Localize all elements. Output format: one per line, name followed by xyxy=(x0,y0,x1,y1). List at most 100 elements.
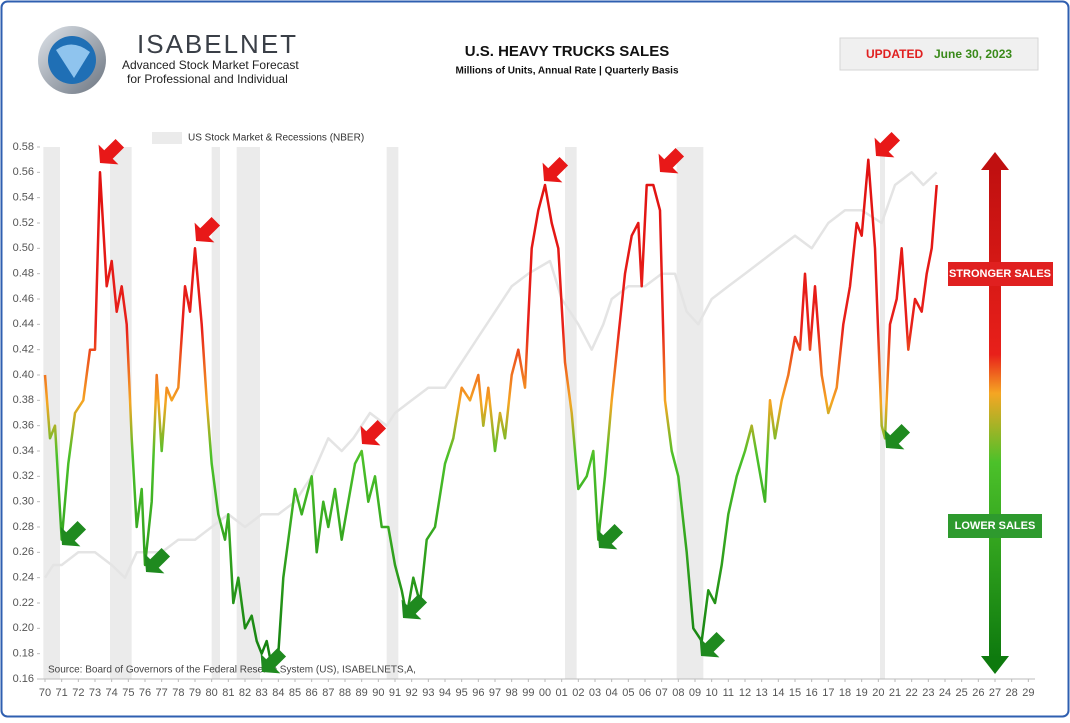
x-tick-label: 03 xyxy=(589,687,601,699)
peak-arrow xyxy=(360,419,387,446)
x-tick-label: 07 xyxy=(656,687,668,699)
y-tick-label: 0.24 xyxy=(13,572,34,584)
x-tick-label: 84 xyxy=(272,687,284,699)
y-tick-label: 0.56 xyxy=(13,166,34,178)
y-tick-label: 0.52 xyxy=(13,217,34,229)
arrow-shape xyxy=(360,419,387,446)
peak-arrow xyxy=(658,147,685,174)
y-tick-label: 0.32 xyxy=(13,470,34,482)
recession-band xyxy=(386,147,399,679)
y-tick-label: 0.30 xyxy=(13,496,34,508)
arrow-shape xyxy=(260,647,287,674)
x-tick-label: 06 xyxy=(639,687,651,699)
arrow-shape xyxy=(98,138,125,165)
trough-arrow xyxy=(597,523,624,550)
chart-title: U.S. HEAVY TRUCKS SALES xyxy=(465,43,669,60)
x-tick-label: 04 xyxy=(606,687,618,699)
x-tick-label: 98 xyxy=(506,687,518,699)
y-tick-label: 0.36 xyxy=(13,420,34,432)
chart-subtitle: Millions of Units, Annual Rate | Quarter… xyxy=(455,66,678,77)
updated-box xyxy=(839,37,1039,71)
x-tick-label: 29 xyxy=(1022,687,1034,699)
x-tick-label: 13 xyxy=(756,687,768,699)
x-tick-label: 02 xyxy=(572,687,584,699)
tagline: for Professional and Individual xyxy=(127,72,288,86)
x-tick-label: 86 xyxy=(306,687,318,699)
x-tick-label: 24 xyxy=(939,687,951,699)
peak-arrow xyxy=(874,131,901,158)
recession-band xyxy=(236,147,260,679)
x-tick-label: 91 xyxy=(389,687,401,699)
recession-band xyxy=(110,147,132,679)
y-tick-label: 0.16 xyxy=(13,673,34,685)
arrow-shape xyxy=(194,216,221,243)
arrow-shape xyxy=(60,520,87,547)
x-tick-label: 09 xyxy=(689,687,701,699)
arrow-shape xyxy=(699,631,726,658)
arrow-shape xyxy=(874,131,901,158)
trough-arrow xyxy=(884,423,911,450)
x-tick-label: 80 xyxy=(206,687,218,699)
trough-arrow xyxy=(401,593,428,620)
x-tick-label: 14 xyxy=(772,687,784,699)
trough-arrow xyxy=(260,647,287,674)
x-tick-label: 88 xyxy=(339,687,351,699)
legend-swatch xyxy=(152,132,182,144)
peak-arrow xyxy=(194,216,221,243)
x-tick-label: 94 xyxy=(439,687,451,699)
x-tick-label: 00 xyxy=(539,687,551,699)
x-tick-label: 78 xyxy=(172,687,184,699)
brand: ISABELNET xyxy=(137,29,298,59)
x-tick-label: 73 xyxy=(89,687,101,699)
y-tick-label: 0.28 xyxy=(13,521,34,533)
source: Source: Board of Governors of the Federa… xyxy=(48,665,416,676)
y-tick-label: 0.54 xyxy=(13,192,34,204)
legend-label: US Stock Market & Recessions (NBER) xyxy=(188,133,364,144)
x-tick-label: 01 xyxy=(556,687,568,699)
peak-arrow xyxy=(98,138,125,165)
x-tick-label: 16 xyxy=(806,687,818,699)
x-tick-label: 17 xyxy=(822,687,834,699)
tagline: Advanced Stock Market Forecast xyxy=(122,58,299,72)
y-tick-label: 0.20 xyxy=(13,622,34,634)
peak-arrow xyxy=(542,156,569,183)
y-tick-label: 0.50 xyxy=(13,242,34,254)
arrow-shape xyxy=(144,547,171,574)
x-tick-label: 81 xyxy=(222,687,234,699)
x-tick-label: 71 xyxy=(56,687,68,699)
x-tick-label: 99 xyxy=(522,687,534,699)
trough-arrow xyxy=(699,631,726,658)
y-tick-label: 0.42 xyxy=(13,344,34,356)
x-tick-label: 70 xyxy=(39,687,51,699)
x-tick-label: 27 xyxy=(989,687,1001,699)
x-tick-label: 83 xyxy=(256,687,268,699)
low-label: LOWER SALES xyxy=(955,520,1036,532)
updated-label: UPDATED xyxy=(866,47,923,61)
x-tick-label: 20 xyxy=(872,687,884,699)
x-tick-label: 19 xyxy=(856,687,868,699)
x-tick-label: 95 xyxy=(456,687,468,699)
updated-date: June 30, 2023 xyxy=(934,47,1012,61)
trough-arrow xyxy=(60,520,87,547)
y-tick-label: 0.48 xyxy=(13,268,34,280)
x-tick-label: 79 xyxy=(189,687,201,699)
arrow-shape xyxy=(884,423,911,450)
x-tick-label: 28 xyxy=(1006,687,1018,699)
x-tick-label: 82 xyxy=(239,687,251,699)
arrow-shape xyxy=(401,593,428,620)
x-tick-label: 25 xyxy=(956,687,968,699)
x-tick-label: 89 xyxy=(356,687,368,699)
x-tick-label: 87 xyxy=(322,687,334,699)
recession-band xyxy=(211,147,220,679)
x-tick-label: 74 xyxy=(106,687,118,699)
x-tick-label: 18 xyxy=(839,687,851,699)
arrow-shape xyxy=(658,147,685,174)
arrow-shape xyxy=(597,523,624,550)
y-tick-label: 0.18 xyxy=(13,648,34,660)
x-tick-label: 97 xyxy=(489,687,501,699)
x-tick-label: 85 xyxy=(289,687,301,699)
x-tick-label: 11 xyxy=(723,687,734,699)
x-tick-label: 92 xyxy=(406,687,418,699)
y-tick-label: 0.26 xyxy=(13,546,34,558)
